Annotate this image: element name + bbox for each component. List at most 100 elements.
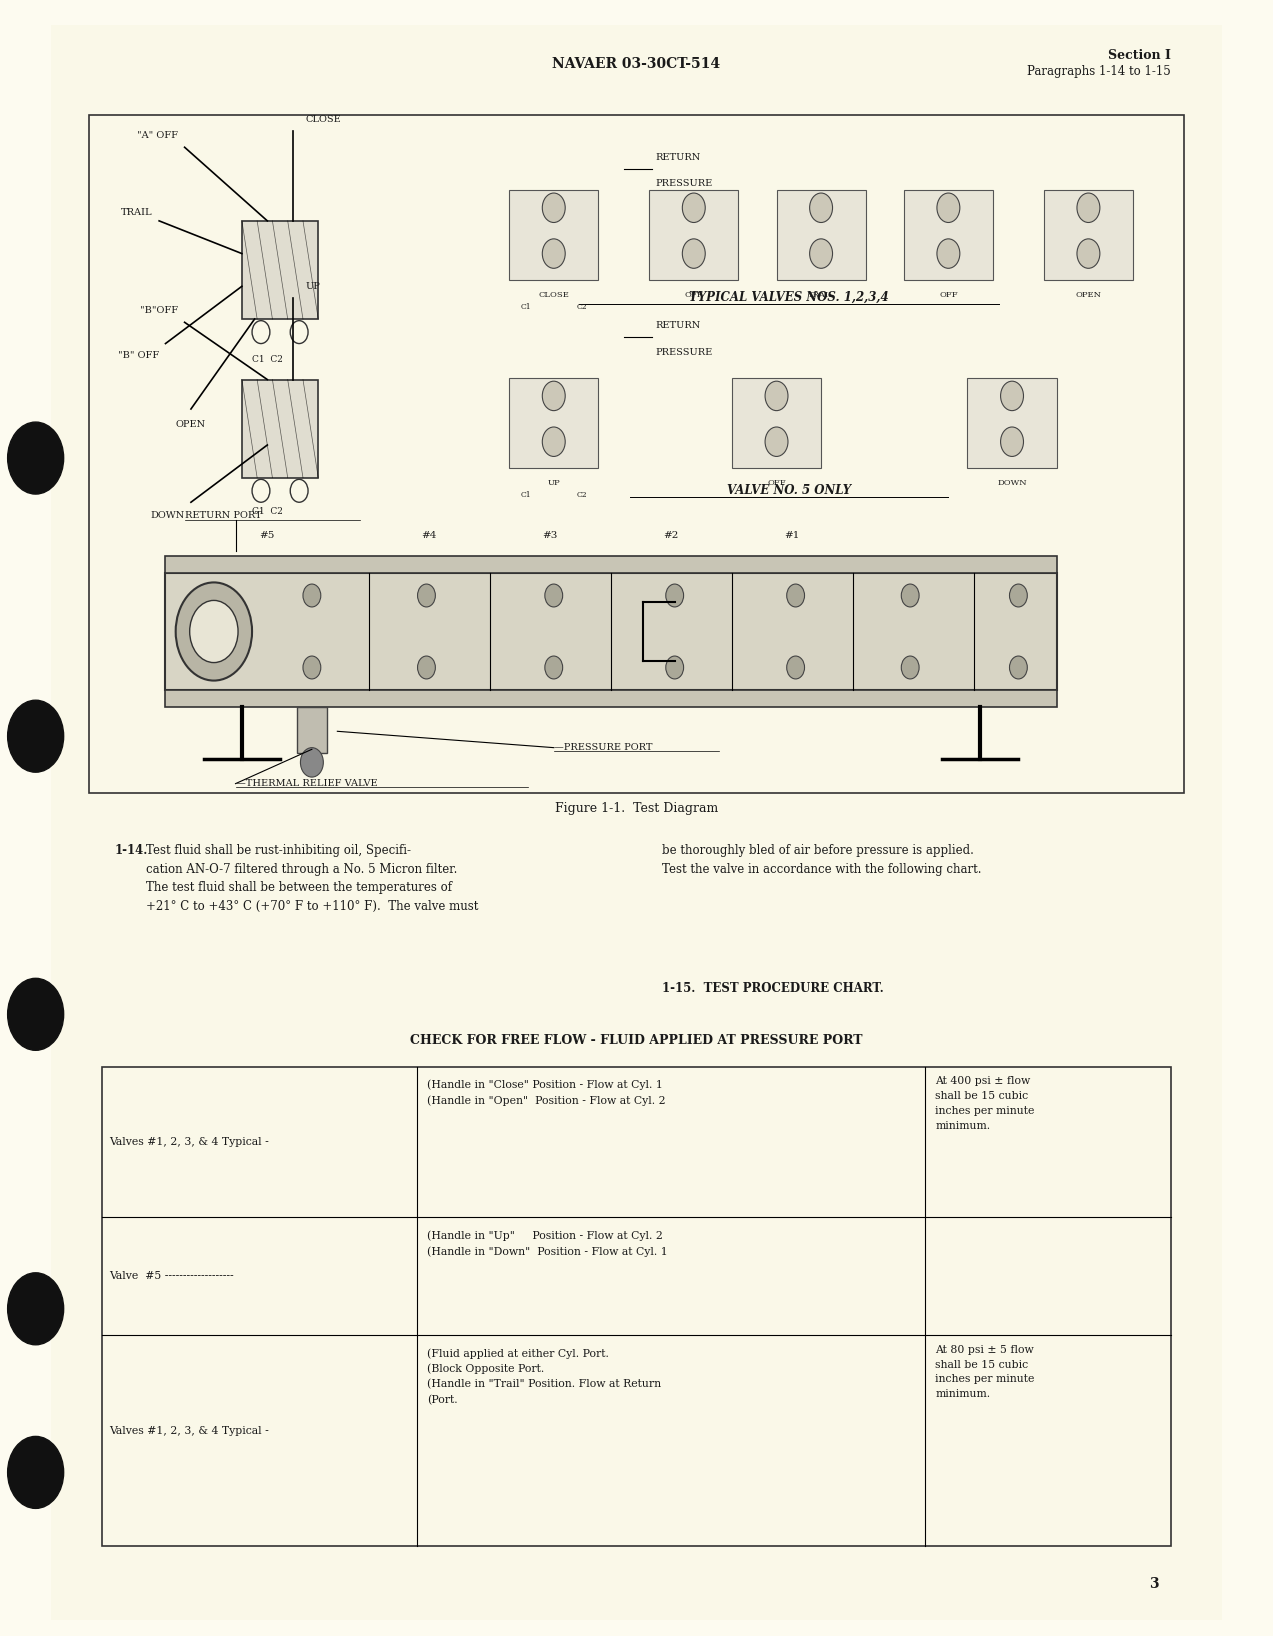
Bar bbox=[777, 190, 866, 280]
Bar bbox=[165, 573, 1057, 690]
Circle shape bbox=[1077, 239, 1100, 268]
Circle shape bbox=[787, 584, 805, 607]
Circle shape bbox=[303, 584, 321, 607]
Text: "B" OFF: "B" OFF bbox=[118, 350, 159, 360]
Text: C1: C1 bbox=[521, 491, 531, 499]
Text: OFF: OFF bbox=[939, 291, 957, 299]
Circle shape bbox=[787, 656, 805, 679]
Circle shape bbox=[666, 584, 684, 607]
Text: Paragraphs 1-14 to 1-15: Paragraphs 1-14 to 1-15 bbox=[1027, 65, 1171, 79]
Text: C1  C2: C1 C2 bbox=[252, 507, 283, 517]
Text: Valves #1, 2, 3, & 4 Typical -: Valves #1, 2, 3, & 4 Typical - bbox=[109, 1427, 269, 1436]
Bar bbox=[165, 556, 1057, 573]
Bar bbox=[509, 190, 598, 280]
Text: —PRESSURE PORT: —PRESSURE PORT bbox=[554, 743, 652, 753]
Text: VALVE NO. 5 ONLY: VALVE NO. 5 ONLY bbox=[727, 484, 852, 497]
Text: PRESSURE: PRESSURE bbox=[656, 178, 713, 188]
Bar bbox=[509, 378, 598, 468]
Text: "B"OFF: "B"OFF bbox=[140, 306, 178, 316]
Text: Valves #1, 2, 3, & 4 Typical -: Valves #1, 2, 3, & 4 Typical - bbox=[109, 1137, 269, 1147]
Circle shape bbox=[418, 584, 435, 607]
Circle shape bbox=[901, 584, 919, 607]
Text: Figure 1-1.  Test Diagram: Figure 1-1. Test Diagram bbox=[555, 802, 718, 815]
Bar bbox=[242, 380, 318, 478]
Text: RETURN: RETURN bbox=[656, 152, 701, 162]
Circle shape bbox=[8, 1436, 64, 1508]
Text: At 80 psi ± 5 flow
shall be 15 cubic
inches per minute
minimum.: At 80 psi ± 5 flow shall be 15 cubic inc… bbox=[936, 1345, 1035, 1399]
Text: At 400 psi ± flow
shall be 15 cubic
inches per minute
minimum.: At 400 psi ± flow shall be 15 cubic inch… bbox=[936, 1076, 1035, 1130]
Circle shape bbox=[8, 978, 64, 1050]
Circle shape bbox=[545, 656, 563, 679]
Bar bbox=[242, 221, 318, 319]
Circle shape bbox=[8, 1273, 64, 1345]
Circle shape bbox=[810, 239, 833, 268]
Circle shape bbox=[810, 193, 833, 222]
Circle shape bbox=[190, 600, 238, 663]
Circle shape bbox=[765, 427, 788, 456]
Text: (Fluid applied at either Cyl. Port.
(Block Opposite Port.
(Handle in "Trail" Pos: (Fluid applied at either Cyl. Port. (Blo… bbox=[428, 1348, 662, 1405]
Text: TYPICAL VALVES NOS. 1,2,3,4: TYPICAL VALVES NOS. 1,2,3,4 bbox=[690, 291, 889, 304]
Text: 1-15.  TEST PROCEDURE CHART.: 1-15. TEST PROCEDURE CHART. bbox=[662, 982, 883, 995]
Circle shape bbox=[1001, 427, 1023, 456]
Text: RETURN: RETURN bbox=[656, 321, 701, 330]
Text: OFF: OFF bbox=[685, 291, 703, 299]
Text: CHECK FOR FREE FLOW - FLUID APPLIED AT PRESSURE PORT: CHECK FOR FREE FLOW - FLUID APPLIED AT P… bbox=[410, 1034, 863, 1047]
Circle shape bbox=[1001, 381, 1023, 411]
Bar bbox=[102, 1067, 1171, 1546]
Text: RETURN PORT: RETURN PORT bbox=[185, 510, 261, 520]
Text: Valve  #5 -------------------: Valve #5 ------------------- bbox=[109, 1271, 234, 1281]
Text: Section I: Section I bbox=[1109, 49, 1171, 62]
Circle shape bbox=[300, 748, 323, 777]
Text: #1: #1 bbox=[784, 530, 799, 540]
Circle shape bbox=[1009, 584, 1027, 607]
Bar bbox=[967, 378, 1057, 468]
Bar bbox=[732, 378, 821, 468]
Text: 1-14.: 1-14. bbox=[115, 844, 148, 857]
Circle shape bbox=[545, 584, 563, 607]
Bar bbox=[904, 190, 993, 280]
Text: NAVAER 03-30CT-514: NAVAER 03-30CT-514 bbox=[552, 57, 721, 72]
Text: PRESSURE: PRESSURE bbox=[656, 347, 713, 357]
Circle shape bbox=[542, 427, 565, 456]
Text: CLOSE: CLOSE bbox=[306, 115, 341, 124]
Text: #2: #2 bbox=[663, 530, 679, 540]
Circle shape bbox=[682, 193, 705, 222]
Circle shape bbox=[666, 656, 684, 679]
Circle shape bbox=[901, 656, 919, 679]
Text: OFF: OFF bbox=[768, 479, 785, 488]
Text: TRAIL: TRAIL bbox=[121, 208, 153, 218]
Text: DOWN: DOWN bbox=[150, 510, 185, 520]
Text: C2: C2 bbox=[577, 303, 587, 311]
Text: UP: UP bbox=[306, 281, 321, 291]
Circle shape bbox=[542, 193, 565, 222]
Text: C1: C1 bbox=[521, 303, 531, 311]
Circle shape bbox=[937, 239, 960, 268]
Bar bbox=[297, 707, 327, 753]
Circle shape bbox=[682, 239, 705, 268]
Text: be thoroughly bled of air before pressure is applied.
Test the valve in accordan: be thoroughly bled of air before pressur… bbox=[662, 844, 981, 875]
Circle shape bbox=[542, 239, 565, 268]
Text: Test fluid shall be rust-inhibiting oil, Specifi-
cation AN-O-7 filtered through: Test fluid shall be rust-inhibiting oil,… bbox=[146, 844, 479, 913]
Bar bbox=[89, 115, 1184, 793]
Text: #3: #3 bbox=[542, 530, 558, 540]
Text: "A" OFF: "A" OFF bbox=[137, 131, 178, 141]
Circle shape bbox=[542, 381, 565, 411]
Bar bbox=[1044, 190, 1133, 280]
Circle shape bbox=[8, 700, 64, 772]
Text: CLOSE: CLOSE bbox=[538, 291, 569, 299]
Circle shape bbox=[176, 582, 252, 681]
Circle shape bbox=[937, 193, 960, 222]
Text: C2: C2 bbox=[577, 491, 587, 499]
Text: 3: 3 bbox=[1148, 1577, 1158, 1590]
Text: #5: #5 bbox=[260, 530, 275, 540]
FancyBboxPatch shape bbox=[51, 25, 1222, 1620]
Circle shape bbox=[1009, 656, 1027, 679]
Text: C1  C2: C1 C2 bbox=[252, 355, 283, 365]
Circle shape bbox=[765, 381, 788, 411]
Circle shape bbox=[8, 422, 64, 494]
Text: TRAIL: TRAIL bbox=[807, 291, 835, 299]
Bar bbox=[165, 690, 1057, 707]
Bar bbox=[649, 190, 738, 280]
Circle shape bbox=[303, 656, 321, 679]
Text: —THERMAL RELIEF VALVE: —THERMAL RELIEF VALVE bbox=[236, 779, 377, 789]
